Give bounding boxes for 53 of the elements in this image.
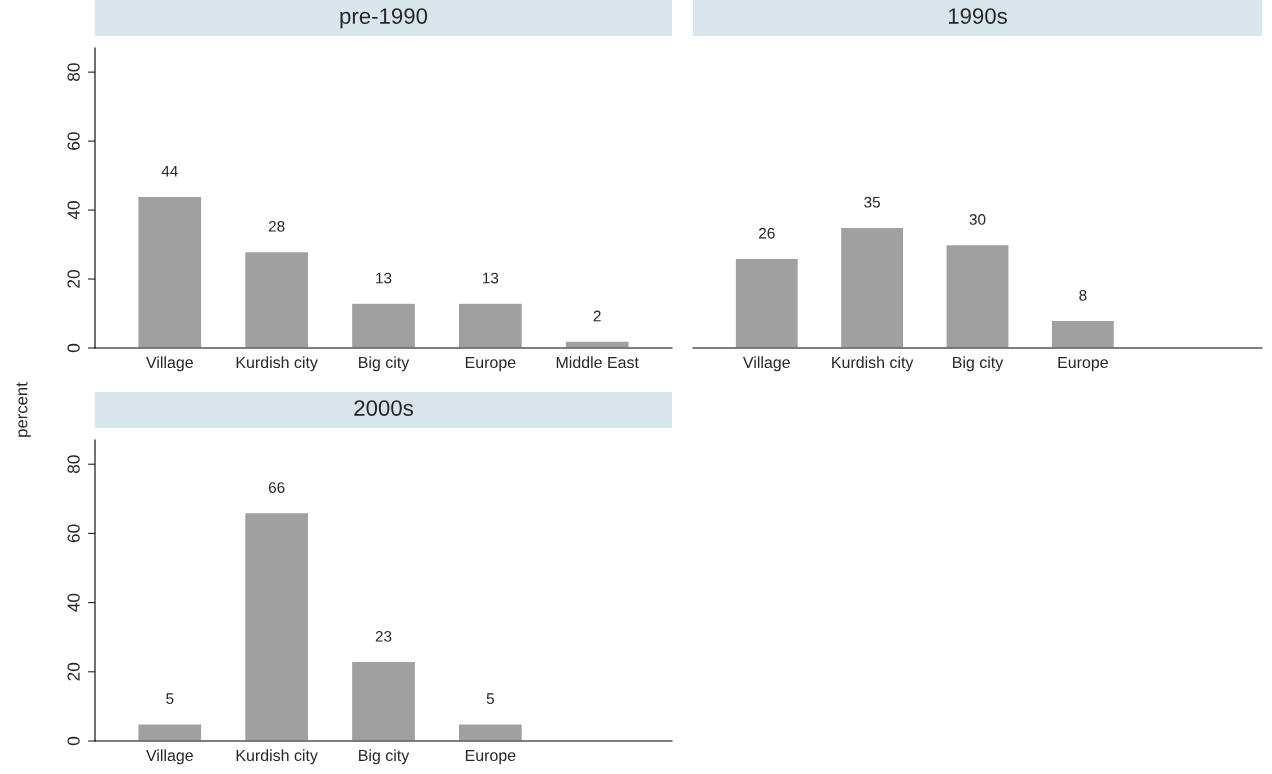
x-tick-label: Big city (359, 749, 410, 765)
x-tick-label: Big city (359, 356, 410, 372)
chart-title: 1990s (948, 8, 1007, 24)
bar (945, 243, 1010, 348)
x-tick-label: Europe (465, 749, 516, 765)
bar (839, 226, 905, 348)
bar (457, 302, 524, 348)
data-label: 28 (268, 220, 285, 232)
y-tick-label: 40 (67, 593, 80, 612)
y-tick-label: 60 (67, 132, 80, 150)
x-tick-label: Village (146, 356, 193, 372)
bar (137, 195, 203, 348)
bar (734, 257, 800, 348)
bar (243, 511, 310, 741)
data-label: 8 (1079, 289, 1087, 301)
y-tick-label: 80 (67, 455, 80, 474)
bar (350, 302, 417, 348)
y-tick-label: 20 (67, 662, 80, 681)
data-label: 13 (483, 272, 499, 284)
y-axis-title: percent (16, 382, 31, 437)
y-tick-label: 20 (67, 270, 80, 288)
data-label: 5 (166, 693, 174, 705)
x-tick-label: Europe (1058, 356, 1108, 372)
chart-title: pre-1990 (340, 8, 428, 29)
bar (1050, 319, 1116, 348)
y-tick-label: 80 (67, 63, 80, 82)
data-label: 35 (864, 196, 880, 208)
bar (457, 723, 524, 741)
data-label: 26 (759, 227, 775, 239)
bar (564, 340, 630, 348)
data-label: 5 (486, 693, 494, 705)
x-tick-label: Kurdish city (832, 356, 914, 372)
y-tick-label: 60 (67, 524, 80, 543)
data-label: 23 (375, 630, 392, 642)
x-tick-label: Village (146, 749, 193, 765)
y-tick-label: 0 (67, 736, 80, 746)
x-tick-label: Kurdish city (236, 356, 318, 372)
x-tick-label: Village (743, 356, 790, 372)
bar (350, 660, 417, 741)
x-tick-label: Kurdish city (236, 749, 318, 765)
data-label: 66 (268, 482, 285, 493)
data-label: 2 (593, 310, 601, 322)
y-tick-label: 0 (67, 343, 80, 353)
x-tick-label: Big city (953, 356, 1004, 372)
x-tick-label: Europe (465, 356, 516, 372)
x-tick-label: Middle East (556, 356, 639, 369)
bar (137, 723, 203, 741)
chart-title: 2000s (354, 400, 413, 416)
data-label: 44 (161, 165, 178, 177)
data-label: 13 (376, 272, 392, 284)
y-tick-label: 40 (67, 201, 80, 220)
data-label: 30 (969, 214, 986, 225)
bar (243, 250, 310, 348)
